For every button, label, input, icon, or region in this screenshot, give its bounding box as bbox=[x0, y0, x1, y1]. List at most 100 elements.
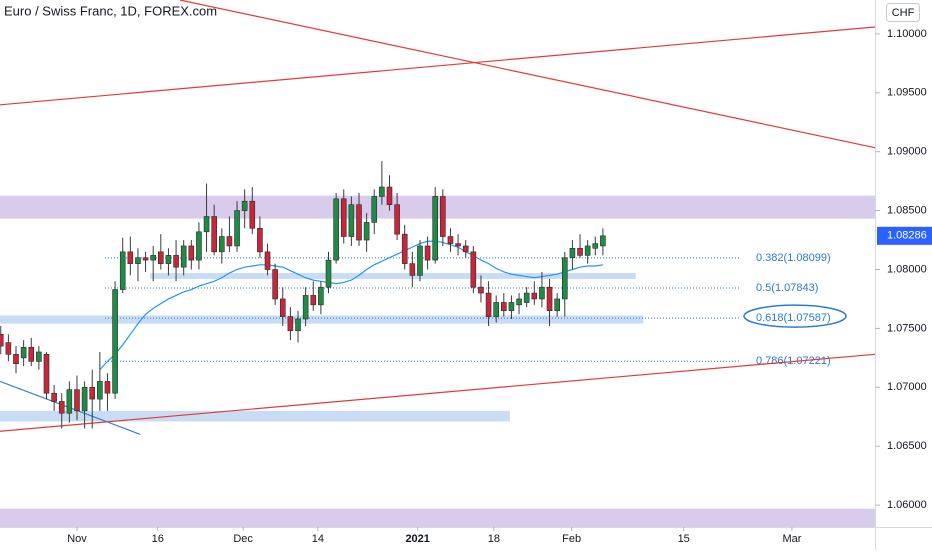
candle-body bbox=[409, 263, 416, 276]
currency-label[interactable]: CHF bbox=[892, 7, 915, 19]
candle-body bbox=[447, 236, 454, 244]
candle-body bbox=[196, 231, 202, 261]
zone bbox=[0, 508, 875, 527]
zone bbox=[0, 410, 510, 422]
candle-body bbox=[386, 186, 393, 206]
candle-body bbox=[249, 200, 256, 229]
candle-body bbox=[127, 251, 134, 264]
candle-body bbox=[226, 236, 233, 247]
x-tick-label: 18 bbox=[488, 533, 500, 545]
moving-average bbox=[99, 240, 603, 371]
candle-body bbox=[424, 245, 431, 261]
candle-body bbox=[272, 269, 278, 300]
zone bbox=[0, 315, 644, 324]
candle-body bbox=[264, 251, 271, 270]
x-tick-label: 2021 bbox=[405, 533, 429, 545]
candle-body bbox=[173, 255, 179, 268]
candle-body bbox=[119, 251, 126, 290]
candle-body bbox=[371, 196, 378, 223]
candle-body bbox=[501, 302, 507, 312]
candle-body bbox=[66, 389, 73, 414]
candle-body bbox=[13, 354, 19, 365]
candle-body bbox=[112, 289, 118, 394]
candle-body bbox=[561, 257, 568, 300]
last-price-tag bbox=[877, 226, 932, 245]
candle-body bbox=[356, 204, 362, 241]
candle-body bbox=[600, 235, 606, 247]
candle-body bbox=[577, 248, 583, 256]
candle-body bbox=[539, 286, 545, 300]
candle-body bbox=[493, 302, 499, 317]
highlight-ellipse bbox=[743, 304, 847, 328]
candle-body bbox=[417, 245, 423, 276]
candle-body bbox=[89, 386, 96, 400]
y-tick-label: 1.10000 bbox=[887, 28, 927, 40]
candle-body bbox=[485, 292, 492, 317]
candle-body bbox=[554, 298, 560, 312]
y-tick-label: 1.07000 bbox=[887, 381, 927, 393]
candle-body bbox=[36, 351, 42, 362]
candle-body bbox=[432, 196, 439, 261]
candle-body bbox=[5, 342, 12, 355]
zone bbox=[150, 273, 636, 279]
candle-body bbox=[592, 243, 599, 249]
chart-title: Euro / Swiss Franc, 1D, FOREX.com bbox=[4, 3, 217, 18]
candle-body bbox=[43, 354, 50, 394]
candle-body bbox=[401, 233, 408, 264]
candle-body bbox=[74, 389, 80, 412]
candle-body bbox=[379, 186, 385, 197]
candle-body bbox=[516, 298, 522, 306]
candle-body bbox=[104, 381, 111, 394]
candle-body bbox=[142, 257, 149, 261]
candle-body bbox=[302, 295, 309, 320]
candle-body bbox=[310, 295, 317, 306]
y-tick-label: 1.07500 bbox=[887, 322, 927, 334]
y-tick-label: 1.08500 bbox=[887, 205, 927, 217]
candle-body bbox=[279, 298, 286, 317]
candle-body bbox=[478, 286, 484, 294]
fib-label: 0.382(1.08099) bbox=[756, 252, 831, 264]
candle-body bbox=[158, 251, 164, 264]
trend-line bbox=[0, 26, 875, 106]
candle-body bbox=[508, 302, 515, 312]
candle-body bbox=[333, 198, 339, 261]
y-tick-label: 1.08000 bbox=[887, 263, 927, 275]
candle-body bbox=[20, 346, 27, 359]
candle-body bbox=[58, 401, 65, 414]
trend-line bbox=[179, 0, 875, 149]
candle-body bbox=[211, 216, 217, 253]
candle-body bbox=[287, 316, 294, 332]
candle-body bbox=[470, 251, 477, 288]
candle-body bbox=[531, 292, 538, 300]
candle-body bbox=[440, 196, 446, 237]
candle-body bbox=[394, 204, 400, 235]
candle-body bbox=[257, 227, 263, 253]
x-tick-label: Mar bbox=[782, 533, 801, 545]
candle-body bbox=[135, 257, 141, 264]
x-tick-label: 15 bbox=[678, 533, 690, 545]
candle-body bbox=[188, 245, 195, 261]
candle-body bbox=[51, 392, 57, 402]
fib-label: 0.618(1.07587) bbox=[756, 312, 831, 324]
candle-body bbox=[340, 198, 347, 237]
candle-body bbox=[97, 381, 103, 400]
candle-body bbox=[455, 243, 461, 247]
candle-body bbox=[165, 255, 172, 264]
candle-body bbox=[546, 286, 553, 312]
candle-body bbox=[203, 216, 210, 233]
candle-body bbox=[180, 245, 187, 268]
y-tick-label: 1.09500 bbox=[887, 87, 927, 99]
candle-body bbox=[234, 210, 240, 247]
candle-body bbox=[569, 248, 576, 259]
candle-body bbox=[241, 200, 248, 211]
candle-body bbox=[81, 386, 88, 412]
currency-button[interactable] bbox=[886, 3, 920, 22]
trend-line bbox=[0, 353, 875, 432]
candle-body bbox=[218, 236, 225, 253]
candle-body bbox=[150, 255, 157, 261]
candle-body bbox=[0, 333, 4, 347]
plot-area: 0.382(1.08099) 0.5(1.07843) 0.618(1.07587)… bbox=[0, 0, 875, 527]
candle-body bbox=[462, 245, 469, 253]
